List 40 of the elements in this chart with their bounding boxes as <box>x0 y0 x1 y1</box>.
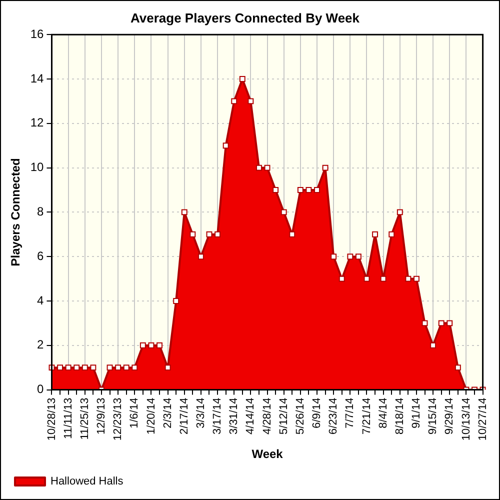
x-tick-label: 2/3/14 <box>162 398 174 428</box>
x-tick-label: 1/6/14 <box>128 398 141 428</box>
x-tick-label: 9/29/14 <box>444 398 456 434</box>
x-tick-label: 3/17/14 <box>212 398 224 434</box>
x-tick-label: 2/17/14 <box>178 398 190 434</box>
y-tick-label: 4 <box>37 293 44 308</box>
x-tick-label: 6/23/14 <box>328 398 340 434</box>
x-tick-label: 8/4/14 <box>377 398 390 428</box>
x-tick-label: 4/14/14 <box>244 398 257 434</box>
x-tick-label: 12/23/13 <box>112 398 124 441</box>
x-tick-label: 12/9/13 <box>96 398 108 434</box>
x-tick-label: 7/21/14 <box>360 398 373 434</box>
chart-title: Average Players Connected By Week <box>130 10 360 26</box>
x-tick-label: 10/27/14 <box>476 398 489 441</box>
y-tick-label: 2 <box>37 338 44 352</box>
x-tick-label: 10/13/14 <box>460 398 472 441</box>
x-tick-label: 11/25/13 <box>78 398 91 440</box>
y-tick-label: 6 <box>37 248 44 263</box>
x-axis-title: Week <box>252 447 284 462</box>
x-tick-label: 11/11/13 <box>62 398 74 439</box>
y-tick-label: 0 <box>37 382 44 396</box>
x-tick-label: 9/1/14 <box>410 398 423 428</box>
x-tick-label: 9/15/14 <box>427 398 440 434</box>
x-tick-label: 1/20/14 <box>145 398 158 434</box>
y-tick-label: 10 <box>30 160 44 174</box>
x-tick-label: 3/3/14 <box>194 398 207 428</box>
x-tick-label: 5/12/14 <box>278 398 290 434</box>
y-tick-label: 16 <box>30 26 44 41</box>
y-tick-label: 14 <box>30 71 44 86</box>
x-tick-label: 5/26/14 <box>294 398 306 434</box>
x-tick-label: 4/28/14 <box>261 398 274 434</box>
x-tick-label: 8/18/14 <box>394 398 406 434</box>
x-tick-label: 6/9/14 <box>311 398 324 428</box>
y-axis-title: Players Connected <box>8 158 23 266</box>
x-tick-label: 3/31/14 <box>228 398 240 434</box>
y-tick-label: 12 <box>30 116 44 130</box>
legend-label: Hallowed Halls <box>50 476 124 488</box>
x-tick-label: 10/28/13 <box>46 398 58 441</box>
x-tick-label: 7/7/14 <box>344 398 356 428</box>
y-tick-label: 8 <box>37 204 44 219</box>
